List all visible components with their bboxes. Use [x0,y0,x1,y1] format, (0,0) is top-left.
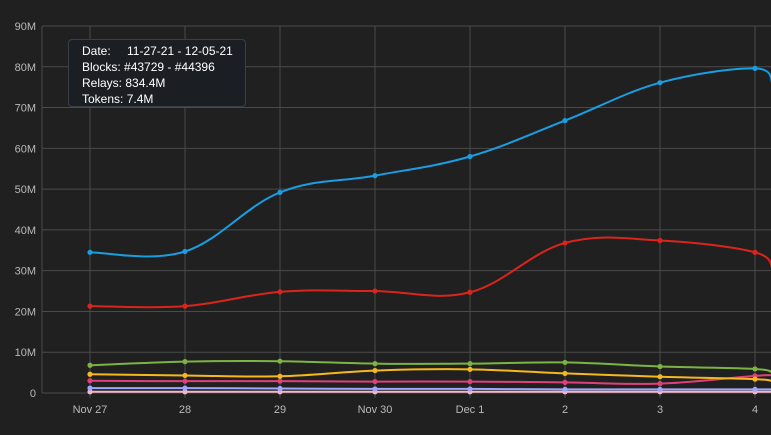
data-point[interactable] [562,118,568,124]
y-tick-label: 20M [15,306,36,318]
tooltip-tokens-label: Tokens: [82,92,124,106]
data-point[interactable] [182,372,188,379]
data-point[interactable] [752,376,758,382]
y-tick-label: 80M [15,62,36,74]
data-point[interactable] [467,361,473,367]
data-point[interactable] [277,358,283,364]
x-tick-label: Nov 27 [73,404,108,416]
data-point[interactable] [87,371,93,377]
data-point[interactable] [182,389,188,395]
tooltip-date-row: Date: 11-27-21 - 12-05-21 [82,43,245,59]
y-tick-label: 10M [15,347,36,359]
data-point[interactable] [657,80,663,86]
x-tick-label: Nov 30 [358,404,393,416]
x-axis: Nov 27 28 29 Nov 30 Dec 1 2 3 4 [73,404,758,416]
data-point[interactable] [372,386,378,392]
series-line [89,387,771,391]
data-point[interactable] [277,289,283,295]
data-point[interactable] [467,386,473,392]
x-tick-label: 29 [274,404,286,416]
data-point[interactable] [182,303,188,309]
y-tick-label: 0 [30,388,36,400]
data-point[interactable] [372,288,378,294]
data-point[interactable] [467,289,473,295]
series-lines [87,65,771,395]
data-point[interactable] [182,378,188,384]
data-point[interactable] [752,386,758,392]
data-point[interactable] [752,65,758,72]
tooltip-relays-row: Relays: 834.4M [82,75,245,91]
tooltip-blocks-row: Blocks: #43729 - #44396 [82,59,245,75]
data-point[interactable] [277,189,283,195]
y-tick-label: 50M [15,184,36,196]
tooltip-relays-label: Relays: [82,76,123,90]
data-point[interactable] [372,173,378,179]
x-tick-label: Dec 1 [456,404,485,416]
chart-tooltip: Date: 11-27-21 - 12-05-21 Blocks: #43729 … [68,39,246,107]
data-point[interactable] [277,385,283,392]
tooltip-relays-value: 834.4M [125,76,166,90]
y-tick-label: 60M [15,143,36,155]
data-point[interactable] [562,359,568,366]
data-point[interactable] [657,237,663,244]
data-point[interactable] [657,374,663,380]
data-point[interactable] [372,361,378,367]
data-point[interactable] [87,249,93,255]
data-point[interactable] [87,389,93,395]
data-point[interactable] [562,240,568,246]
x-tick-label: 4 [752,404,758,416]
y-axis: 0 10M 20M 30M 40M 50M 60M 70M 80M 90M [15,21,36,400]
x-tick-label: 2 [562,404,568,416]
data-point[interactable] [752,366,758,372]
tooltip-date-label: Date: [82,44,111,58]
y-tick-label: 40M [15,225,36,237]
data-point[interactable] [467,153,473,160]
series-line [89,368,771,382]
data-point[interactable] [562,386,568,392]
y-tick-label: 30M [15,266,36,278]
data-point[interactable] [657,386,663,392]
tooltip-tokens-value: 7.4M [126,92,154,106]
data-point[interactable] [182,359,188,365]
data-point[interactable] [372,378,378,385]
data-point[interactable] [752,249,758,255]
data-point[interactable] [87,303,93,309]
tooltip-date-value: 11-27-21 - 12-05-21 [127,44,233,58]
data-point[interactable] [372,367,378,374]
data-point[interactable] [87,385,93,391]
data-point[interactable] [182,385,188,391]
data-point[interactable] [87,362,93,368]
tooltip-blocks-label: Blocks: [82,60,121,74]
data-point[interactable] [87,378,93,384]
data-point[interactable] [467,378,473,385]
x-tick-label: 3 [657,404,663,416]
data-point[interactable] [277,378,283,384]
data-point[interactable] [277,373,283,379]
x-tick-label: 28 [179,404,191,416]
y-tick-label: 70M [15,103,36,115]
data-point[interactable] [562,379,568,385]
data-point[interactable] [657,363,663,370]
data-point[interactable] [182,248,188,255]
series-line [89,359,771,374]
data-point[interactable] [467,366,473,372]
data-point[interactable] [657,381,663,387]
tooltip-blocks-value: #43729 - #44396 [124,60,215,74]
tooltip-tokens-row: Tokens: 7.4M [82,91,245,107]
y-tick-label: 90M [15,21,36,33]
data-point[interactable] [562,370,568,377]
